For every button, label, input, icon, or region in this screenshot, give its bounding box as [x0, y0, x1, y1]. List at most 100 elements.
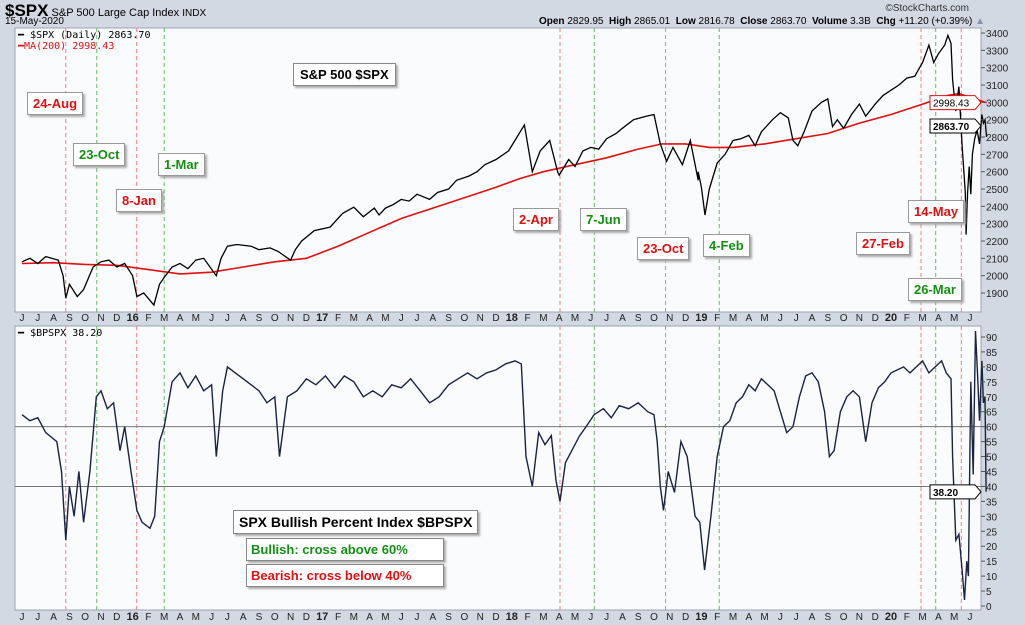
month-label: M — [160, 612, 168, 623]
month-label: M — [729, 612, 737, 623]
month-label: S — [66, 313, 73, 324]
month-label: O — [650, 313, 658, 324]
month-label: S — [445, 313, 452, 324]
month-label: J — [20, 612, 25, 623]
month-label: D — [682, 612, 689, 623]
month-label: N — [666, 612, 673, 623]
month-label: 17 — [316, 312, 328, 324]
spx-title-box: S&P 500 $SPX — [293, 63, 396, 86]
month-label: F — [145, 313, 151, 324]
month-label: N — [856, 612, 863, 623]
bp-tick-label: 75 — [986, 378, 998, 389]
month-label: M — [381, 313, 389, 324]
month-label: N — [287, 612, 294, 623]
month-label: F — [145, 612, 151, 623]
month-label: M — [760, 313, 768, 324]
bpspx-panel — [14, 325, 982, 611]
month-label: N — [856, 313, 863, 324]
month-label: J — [209, 612, 214, 623]
month-label: M — [760, 612, 768, 623]
month-label: N — [477, 313, 484, 324]
month-label: F — [714, 313, 720, 324]
bp-tick-label: 25 — [986, 527, 998, 538]
bp-tick-label: 45 — [986, 468, 998, 479]
ma-last-tag — [929, 95, 982, 111]
event-label-23-oct: 23-Oct — [637, 237, 690, 260]
chart-title: $SPX S&P 500 Large Cap Index INDX — [5, 1, 206, 21]
month-label: 19 — [695, 312, 707, 324]
month-label: A — [619, 313, 626, 324]
price-tick-label: 3100 — [986, 81, 1009, 92]
month-label: A — [745, 313, 752, 324]
month-label: D — [872, 313, 879, 324]
price-tick-label: 1900 — [986, 289, 1009, 300]
event-label-14-may: 14-May — [908, 200, 965, 223]
price-legend: ━ $SPX (Daily) 2863.70 ━MA(200) 2998.43 — [18, 30, 151, 52]
index-name: S&P 500 Large Cap Index — [51, 7, 180, 19]
month-label: F — [335, 612, 341, 623]
price-tick-label: 2200 — [986, 237, 1009, 248]
month-label: J — [225, 612, 230, 623]
month-label: 20 — [885, 312, 897, 324]
month-label: N — [287, 313, 294, 324]
month-label: A — [429, 313, 436, 324]
event-label-7-jun: 7-Jun — [580, 208, 627, 231]
price-tick-label: 3200 — [986, 64, 1009, 75]
symbol: $SPX — [5, 1, 49, 20]
volume-label: Volume — [812, 16, 848, 27]
month-label: N — [97, 313, 104, 324]
bp-tick-label: 80 — [986, 363, 998, 374]
month-label: O — [81, 612, 89, 623]
month-label: S — [66, 612, 73, 623]
month-label: A — [619, 612, 626, 623]
month-label: J — [415, 612, 420, 623]
month-label: 18 — [506, 611, 518, 623]
month-label: A — [177, 612, 184, 623]
bp-tick-label: 35 — [986, 497, 998, 508]
price-tick-label: 3400 — [986, 29, 1009, 40]
bp-tick-label: 20 — [986, 542, 998, 553]
bp-tick-label: 85 — [986, 348, 998, 359]
month-label: M — [571, 612, 579, 623]
event-label-1-mar: 1-Mar — [158, 153, 205, 176]
month-label: A — [429, 612, 436, 623]
month-label: 16 — [126, 312, 138, 324]
month-label: S — [445, 612, 452, 623]
bp-tick-label: 40 — [986, 482, 998, 493]
bp-tick-label: 15 — [986, 557, 998, 568]
month-label: A — [50, 612, 57, 623]
chg-label: Chg — [876, 16, 896, 27]
price-tick-label: 2600 — [986, 168, 1009, 179]
bp-tick-label: 60 — [986, 423, 998, 434]
month-label: M — [950, 612, 958, 623]
event-label-8-jan: 8-Jan — [116, 189, 162, 212]
month-label: O — [271, 612, 279, 623]
bp-legend: ━ $BPSPX 38.20 — [18, 328, 103, 339]
legend-bpspx: $BPSPX 38.20 — [30, 328, 103, 339]
month-label: M — [539, 612, 547, 623]
month-label: J — [588, 612, 593, 623]
month-label: F — [525, 313, 531, 324]
collapse-arrow-icon[interactable]: ▲ — [975, 16, 985, 27]
open-value: 2829.95 — [567, 16, 604, 27]
bpspx-last-value: 38.20 — [933, 488, 958, 499]
month-label: M — [539, 313, 547, 324]
month-label: F — [335, 313, 341, 324]
month-label: D — [113, 612, 120, 623]
month-label: A — [556, 612, 563, 623]
month-label: A — [935, 612, 942, 623]
month-label: A — [745, 612, 752, 623]
month-label: J — [968, 313, 973, 324]
bp-tick-label: 30 — [986, 512, 998, 523]
price-tick-label: 2100 — [986, 254, 1009, 265]
month-label: F — [525, 612, 531, 623]
month-label: J — [399, 612, 404, 623]
ohlc-summary: Open 2829.95 High 2865.01 Low 2816.78 Cl… — [539, 16, 985, 27]
month-label: S — [635, 612, 642, 623]
bpspx-title-box: SPX Bullish Percent Index $BPSPX — [233, 510, 479, 534]
month-label: M — [350, 612, 358, 623]
month-label: J — [968, 612, 973, 623]
month-label: 20 — [885, 611, 897, 623]
